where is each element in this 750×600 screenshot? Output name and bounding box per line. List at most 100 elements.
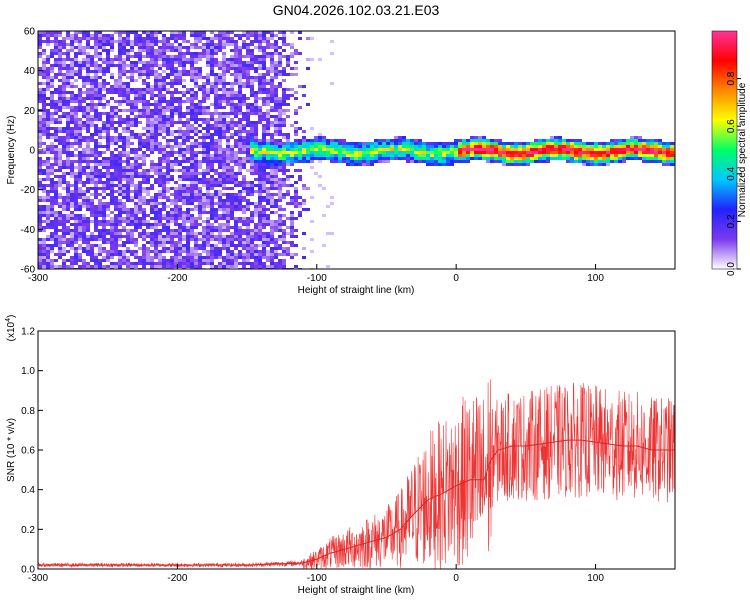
spectrogram-cell bbox=[210, 127, 214, 130]
spectrogram-cell bbox=[102, 160, 106, 163]
spectrogram-cell bbox=[582, 148, 586, 151]
spectrogram-cell bbox=[422, 157, 426, 160]
spectrogram-cell bbox=[154, 220, 158, 223]
spectrogram-cell bbox=[94, 73, 98, 76]
spectrogram-cell bbox=[194, 106, 198, 109]
spectrogram-cell bbox=[202, 232, 206, 235]
spectrogram-cell bbox=[242, 205, 246, 208]
spectrogram-cell bbox=[194, 40, 198, 43]
spectrogram-cell bbox=[98, 142, 102, 145]
spectrogram-cell bbox=[426, 145, 430, 148]
spectrogram-cell bbox=[94, 46, 98, 49]
spectrogram-cell bbox=[242, 103, 246, 106]
spectrogram-cell bbox=[278, 112, 282, 115]
spectrogram-cell bbox=[146, 88, 150, 91]
spectrogram-cell bbox=[142, 67, 146, 70]
spectrogram-cell bbox=[206, 187, 210, 190]
spectrogram-cell bbox=[286, 178, 290, 181]
spectrogram-cell bbox=[394, 136, 398, 139]
spectrogram-cell bbox=[242, 211, 246, 214]
spectrogram-cell bbox=[38, 40, 42, 43]
spectrogram-cell bbox=[534, 145, 538, 148]
spectrogram-cell bbox=[478, 139, 482, 142]
spectrogram-cell bbox=[418, 139, 422, 142]
spectrogram-cell bbox=[222, 217, 226, 220]
spectrogram-cell bbox=[406, 160, 410, 163]
spectrogram-cell bbox=[154, 241, 158, 244]
spectrogram-cell bbox=[122, 184, 126, 187]
spectrogram-cell bbox=[146, 190, 150, 193]
spectrogram-cell bbox=[246, 181, 250, 184]
spectrogram-cell bbox=[126, 223, 130, 226]
spectrogram-cell bbox=[306, 160, 310, 163]
spectrogram-cell bbox=[250, 238, 254, 241]
spectrogram-cell bbox=[190, 262, 194, 265]
spectrogram-cell bbox=[366, 145, 370, 148]
spectrogram-cell bbox=[86, 238, 90, 241]
spectrogram-cell bbox=[282, 208, 286, 211]
spectrogram-cell bbox=[238, 238, 242, 241]
spectrogram-cell bbox=[138, 172, 142, 175]
spectrogram-cell bbox=[118, 169, 122, 172]
spectrogram-cell bbox=[134, 175, 138, 178]
spectrogram-cell bbox=[86, 37, 90, 40]
spectrogram-cell bbox=[38, 196, 42, 199]
spectrogram-cell bbox=[238, 226, 242, 229]
spectrogram-cell bbox=[566, 145, 570, 148]
spectrogram-cell bbox=[410, 142, 414, 145]
spectrogram-cell bbox=[138, 190, 142, 193]
x-tick-label: -100 bbox=[307, 573, 327, 584]
spectrogram-cell bbox=[174, 55, 178, 58]
spectrogram-cell bbox=[166, 145, 170, 148]
spectrogram-cell bbox=[222, 31, 226, 34]
spectrogram-cell bbox=[90, 175, 94, 178]
spectrogram-cell bbox=[78, 91, 82, 94]
snr-x-label: Height of straight line (km) bbox=[298, 585, 415, 596]
spectrogram-cell bbox=[218, 106, 222, 109]
spectrogram-cell bbox=[238, 103, 242, 106]
spectrogram-cell bbox=[486, 151, 490, 154]
spectrogram-cell bbox=[190, 70, 194, 73]
spectrogram-cell bbox=[222, 106, 226, 109]
spectrogram-cell bbox=[242, 130, 246, 133]
spectrogram-cell bbox=[190, 127, 194, 130]
spectrogram-cell bbox=[154, 199, 158, 202]
spectrogram-cell bbox=[646, 148, 650, 151]
spectrogram-cell bbox=[274, 238, 278, 241]
spectrogram-cell bbox=[98, 229, 102, 232]
spectrogram-cell bbox=[182, 85, 186, 88]
spectrogram-cell bbox=[198, 106, 202, 109]
spectrogram-cell bbox=[118, 124, 122, 127]
spectrogram-cell bbox=[338, 139, 342, 142]
spectrogram-cell bbox=[574, 151, 578, 154]
spectrogram-cell bbox=[182, 259, 186, 262]
spectrogram-cell bbox=[82, 115, 86, 118]
spectrogram-cell bbox=[162, 187, 166, 190]
spectrogram-cell bbox=[86, 67, 90, 70]
spectrogram-cell bbox=[262, 190, 266, 193]
spectrogram-cell bbox=[138, 256, 142, 259]
spectrogram-cell bbox=[170, 250, 174, 253]
spectrogram-cell bbox=[574, 145, 578, 148]
spectrogram-cell bbox=[258, 211, 262, 214]
spectrogram-cell bbox=[650, 157, 654, 160]
spectrogram-cell bbox=[654, 142, 658, 145]
spectrogram-cell bbox=[106, 82, 110, 85]
spectrogram-cell bbox=[230, 112, 234, 115]
spectrogram-cell bbox=[66, 76, 70, 79]
spectrogram-cell bbox=[66, 52, 70, 55]
spectrogram-cell bbox=[122, 67, 126, 70]
spectrogram-cell bbox=[142, 187, 146, 190]
spectrogram-cell bbox=[98, 127, 102, 130]
spectrogram-cell bbox=[266, 82, 270, 85]
spectrogram-cell bbox=[190, 223, 194, 226]
spectrogram-cell bbox=[266, 253, 270, 256]
spectrogram-cell bbox=[74, 208, 78, 211]
spectrogram-cell bbox=[478, 142, 482, 145]
spectrogram-cell bbox=[102, 43, 106, 46]
spectrogram-cell bbox=[66, 241, 70, 244]
spectrogram-cell bbox=[214, 139, 218, 142]
spectrogram-cell bbox=[106, 130, 110, 133]
spectrogram-cell bbox=[198, 223, 202, 226]
spectrogram-cell bbox=[174, 49, 178, 52]
